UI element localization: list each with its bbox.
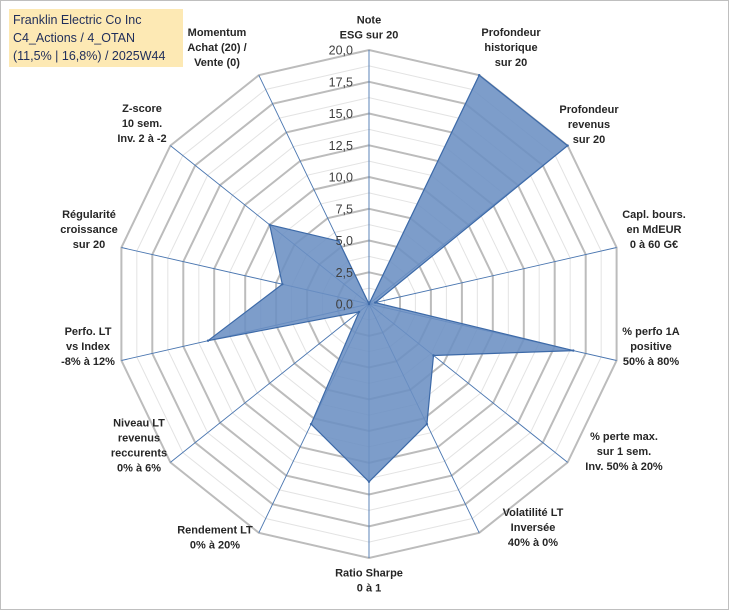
axis-label-line: Profondeur (559, 104, 619, 116)
axis-label-line: croissance (60, 224, 117, 236)
axis-label-capl-bours: Capl. bours. en MdEUR 0 à 60 G€ (622, 209, 686, 251)
tick-label: 7,5 (336, 202, 353, 216)
radar-tick-labels: 0,0 2,5 5,0 7,5 10,0 12,5 15,0 17,5 20,0 (329, 44, 353, 312)
radar-series (206, 74, 575, 483)
axis-label-rendement-lt: Rendement LT 0% à 20% (177, 525, 253, 552)
axis-label-line: Inv. 50% à 20% (585, 461, 663, 473)
tick-label: 2,5 (336, 266, 353, 280)
axis-label-line: sur 20 (495, 57, 527, 69)
axis-label-line: 40% à 0% (508, 537, 558, 549)
data-point-ratio-sharpe (367, 480, 371, 483)
axis-label-line: Régularité (62, 209, 116, 221)
axis-spoke-capl-bours (368, 247, 617, 305)
axis-label-line: 0 à 60 G€ (630, 239, 678, 251)
axis-label-line: vs Index (66, 341, 111, 353)
tick-label: 17,5 (329, 75, 353, 89)
axis-label-line: ESG sur 20 (340, 30, 399, 42)
axis-label-profondeur-revenus: Profondeur revenus sur 20 (559, 104, 619, 146)
axis-label-perfo-lt: Perfo. LT vs Index -8% à 12% (61, 326, 115, 368)
axis-label-line: 0% à 6% (117, 463, 161, 475)
axis-spoke-niveau-lt (170, 303, 370, 463)
data-point-perfo-lt (206, 339, 210, 342)
axis-label-regularite: Régularité croissance sur 20 (60, 209, 117, 251)
data-point-rendement-lt (309, 422, 313, 426)
axis-label-niveau-lt: Niveau LT revenus reccurents 0% à 6% (111, 418, 167, 475)
axis-label-line: Capl. bours. (622, 209, 686, 221)
axis-label-line: 0 à 1 (357, 583, 381, 595)
tick-label: 12,5 (329, 139, 353, 153)
axis-label-line: reccurents (111, 448, 167, 460)
axis-label-line: % perte max. (590, 431, 658, 443)
tick-label: 15,0 (329, 107, 353, 121)
axis-label-line: positive (630, 341, 672, 353)
axis-label-profondeur-historique: Profondeur historique sur 20 (481, 27, 541, 69)
axis-label-line: Achat (20) / (187, 42, 246, 54)
data-point-profondeur-historique (478, 74, 481, 77)
data-point-capl-bours (374, 301, 377, 304)
axis-label-line: Inversée (511, 522, 556, 534)
tick-label: 10,0 (329, 171, 353, 185)
axis-label-perfo-1a: % perfo 1A positive 50% à 80% (622, 326, 680, 368)
axis-label-ratio-sharpe: Ratio Sharpe 0 à 1 (335, 568, 403, 595)
data-point-z-score (268, 223, 271, 226)
title-line-1: Franklin Electric Co Inc (13, 13, 142, 27)
axis-label-line: Rendement LT (177, 525, 253, 537)
data-point-momentum (337, 239, 340, 243)
data-point-profondeur-revenus (566, 144, 569, 147)
data-point-regularite (281, 283, 284, 286)
data-point-perfo-1a (572, 349, 575, 352)
data-point-niveau-lt (357, 310, 361, 314)
axis-label-line: -8% à 12% (61, 356, 115, 368)
axis-label-line: en MdEUR (627, 224, 682, 236)
axis-label-perte-max: % perte max. sur 1 sem. Inv. 50% à 20% (585, 431, 663, 473)
axis-label-line: % perfo 1A (622, 326, 680, 338)
chart-title-box: Franklin Electric Co Inc C4_Actions / 4_… (9, 9, 183, 67)
title-line-2: C4_Actions / 4_OTAN (13, 31, 136, 45)
axis-label-line: Volatilité LT (503, 507, 564, 519)
axis-label-line: Note (357, 15, 381, 27)
axis-label-line: 50% à 80% (623, 356, 679, 368)
axis-label-line: Inv. 2 à -2 (117, 133, 166, 145)
axis-label-line: 0% à 20% (190, 540, 240, 552)
axis-label-note-esg: Note ESG sur 20 (340, 15, 399, 42)
tick-label: 0,0 (336, 298, 353, 312)
axis-label-line: Perfo. LT (65, 326, 112, 338)
data-point-perte-max (432, 354, 435, 357)
data-point-note-esg (367, 302, 371, 306)
axis-label-line: Profondeur (481, 27, 541, 39)
axis-label-line: Niveau LT (113, 418, 165, 430)
title-line-3: (11,5% | 16,8%) / 2025W44 (13, 49, 166, 63)
axis-label-line: historique (484, 42, 537, 54)
axis-label-line: 10 sem. (122, 118, 162, 130)
axis-label-z-score: Z-score 10 sem. Inv. 2 à -2 (117, 103, 166, 145)
axis-label-line: sur 1 sem. (597, 446, 651, 458)
axis-label-line: Ratio Sharpe (335, 568, 403, 580)
axis-label-line: sur 20 (573, 134, 605, 146)
axis-label-momentum: Momentum Achat (20) / Vente (0) (187, 27, 246, 69)
axis-label-line: revenus (568, 119, 610, 131)
axis-label-line: Z-score (122, 103, 162, 115)
axis-label-volatilite: Volatilité LT Inversée 40% à 0% (503, 507, 564, 549)
axis-label-line: Vente (0) (194, 57, 240, 69)
tick-label: 5,0 (336, 234, 353, 248)
radar-axis-labels: Note ESG sur 20 Profondeur historique sur 20… (60, 15, 686, 595)
tick-label: 20,0 (329, 44, 353, 58)
axis-label-line: sur 20 (73, 239, 105, 251)
axis-label-line: Momentum (188, 27, 247, 39)
data-point-volatilite (425, 422, 429, 426)
axis-label-line: revenus (118, 433, 160, 445)
